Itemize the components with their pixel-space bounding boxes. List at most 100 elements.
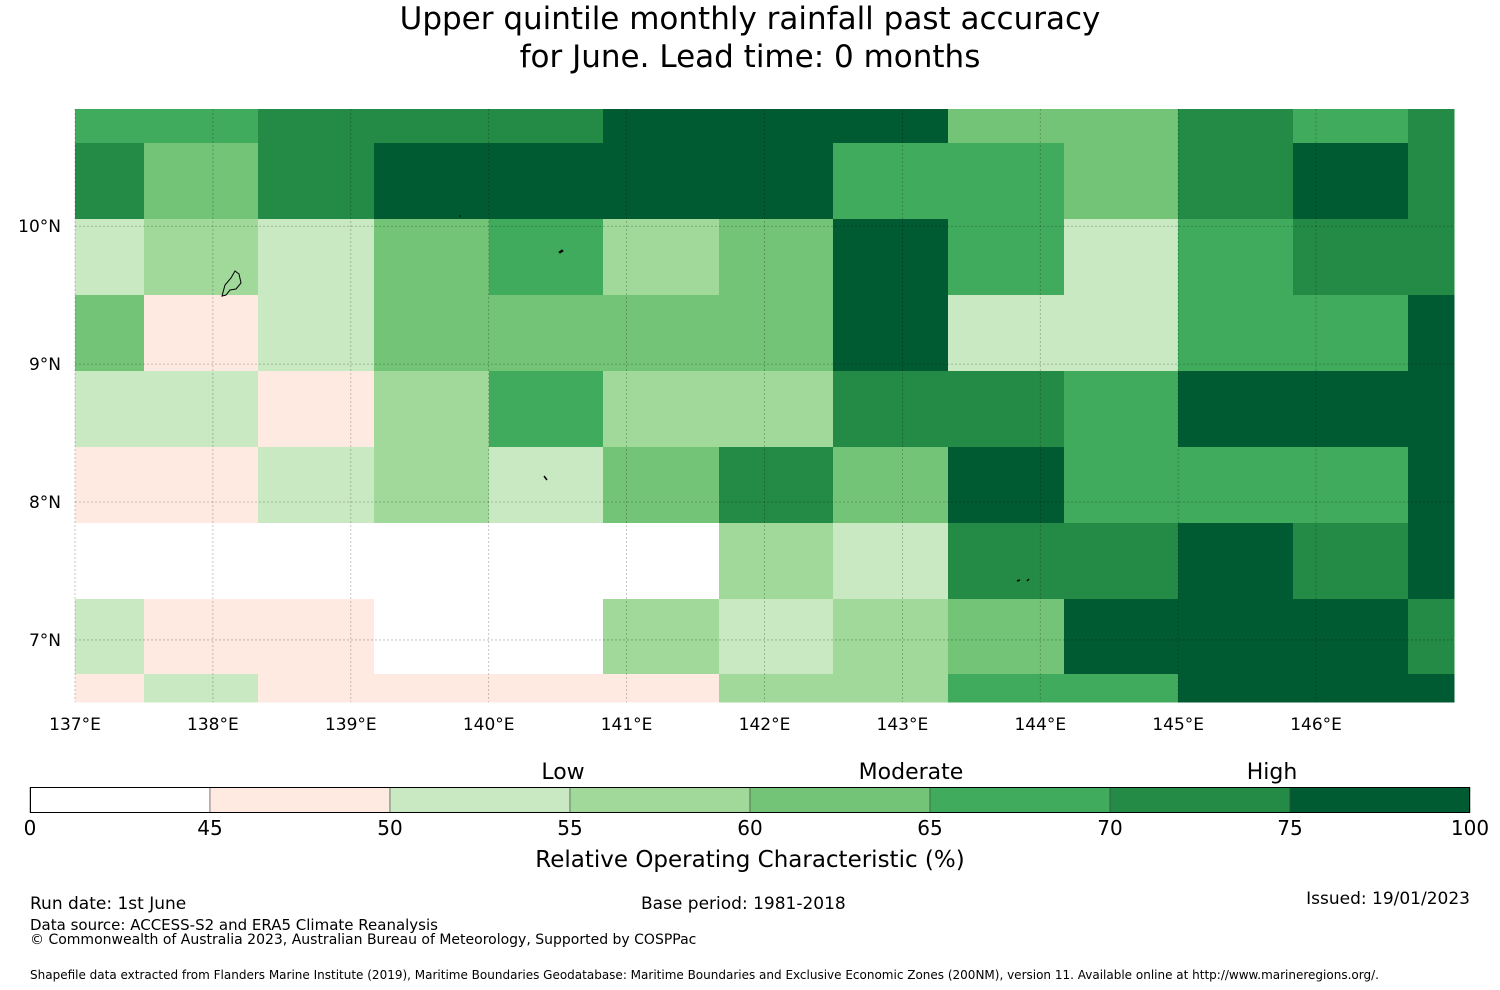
map-cell — [833, 523, 949, 600]
map-cell — [1064, 143, 1179, 220]
colorbar-tick-label: 65 — [917, 816, 942, 840]
map-cell — [833, 674, 949, 703]
colorbar-bin — [569, 787, 751, 813]
map-cell — [258, 109, 375, 144]
map-cell — [258, 143, 375, 220]
map-cell — [75, 219, 145, 296]
map-cell — [1408, 599, 1455, 675]
map-cell — [144, 447, 259, 524]
map-cell — [1408, 109, 1455, 144]
y-tick-label: 10°N — [18, 217, 61, 237]
map-cell — [1408, 674, 1455, 703]
map-cell — [144, 599, 259, 675]
map-cell — [1064, 109, 1179, 144]
island-outline — [459, 215, 461, 217]
map-cell — [948, 143, 1065, 220]
map-cell — [1293, 295, 1409, 372]
map-cell — [719, 599, 834, 675]
map-cell — [1064, 371, 1179, 448]
map-cell — [948, 523, 1065, 600]
island-outline — [558, 249, 564, 254]
colorbar-tick-label: 75 — [1277, 816, 1302, 840]
colorbar-category-high: High — [1246, 760, 1298, 785]
map-cell — [75, 447, 145, 524]
x-tick-label: 141°E — [601, 715, 653, 735]
map-cell — [258, 371, 375, 448]
map-cell — [1293, 599, 1409, 675]
map-cell — [1178, 371, 1294, 448]
y-tick-label: 9°N — [29, 355, 61, 375]
island-outline — [543, 475, 548, 481]
map-cell — [144, 295, 259, 372]
map-cell — [374, 599, 490, 675]
map-cell — [144, 109, 259, 144]
map-cell — [1293, 219, 1409, 296]
map-cell — [1178, 674, 1294, 703]
map-cell — [603, 447, 720, 524]
map-cell — [1293, 674, 1409, 703]
map-cell — [75, 295, 145, 372]
map-cell — [1293, 109, 1409, 144]
colorbar-tick-label: 45 — [197, 816, 222, 840]
map-cell — [948, 674, 1065, 703]
map-cell — [374, 219, 490, 296]
map-cell — [603, 674, 720, 703]
map-cell — [75, 599, 145, 675]
map-cell — [374, 674, 490, 703]
map-cell — [1178, 219, 1294, 296]
map-cell — [1178, 109, 1294, 144]
map-cell — [603, 143, 720, 220]
colorbar-bin — [1289, 787, 1471, 813]
colorbar-category-low: Low — [541, 760, 585, 785]
map-cell — [1178, 599, 1294, 675]
colorbar-tick-label: 0 — [24, 816, 37, 840]
run-date: Run date: 1st June — [30, 894, 187, 914]
map-cell — [258, 674, 375, 703]
map-cell — [1408, 447, 1455, 524]
colorbar-bin — [29, 787, 211, 813]
map-cell — [833, 447, 949, 524]
map-cell — [489, 447, 604, 524]
map-cell — [719, 219, 834, 296]
colorbar-ticks: 0 45 50 55 60 65 70 75 100 — [24, 816, 1489, 840]
map-cell — [258, 447, 375, 524]
map-cell — [603, 219, 720, 296]
map-cell — [489, 599, 604, 675]
shapefile-credit: Shapefile data extracted from Flanders M… — [30, 968, 1379, 982]
y-tick-label: 8°N — [29, 493, 61, 513]
map-cell — [258, 599, 375, 675]
island-outline — [1016, 578, 1030, 582]
map-cell — [603, 109, 720, 144]
map-cell — [1064, 295, 1179, 372]
map-cell — [603, 523, 720, 600]
copyright: © Commonwealth of Australia 2023, Austra… — [30, 932, 697, 948]
title-line-2: for June. Lead time: 0 months — [519, 39, 981, 75]
x-tick-label: 145°E — [1152, 715, 1204, 735]
map-cell — [489, 109, 604, 144]
map-cell — [719, 674, 834, 703]
map-cell — [833, 219, 949, 296]
rainfall-accuracy-map: 137°E 138°E 139°E 140°E 141°E 142°E 143°E 144°E… — [18, 109, 1455, 735]
map-cell — [489, 295, 604, 372]
map-cell — [374, 109, 490, 144]
map-cell — [1064, 599, 1179, 675]
colorbar-bin — [749, 787, 931, 813]
map-cell — [833, 371, 949, 448]
issued-date: Issued: 19/01/2023 — [1306, 889, 1470, 909]
map-cell — [75, 523, 145, 600]
map-cell — [374, 371, 490, 448]
colorbar-axis-label: Relative Operating Characteristic (%) — [535, 847, 964, 873]
map-grid-cells — [75, 109, 1455, 703]
map-cell — [1178, 143, 1294, 220]
map-cell — [1178, 295, 1294, 372]
map-cell — [1293, 143, 1409, 220]
map-cell — [719, 523, 834, 600]
map-cell — [603, 599, 720, 675]
map-cell — [489, 523, 604, 600]
map-cell — [1064, 447, 1179, 524]
map-cell — [374, 523, 490, 600]
colorbar-bins — [29, 787, 1471, 813]
map-cell — [144, 219, 259, 296]
map-cell — [719, 447, 834, 524]
chart-title: Upper quintile monthly rainfall past acc… — [0, 0, 1500, 76]
